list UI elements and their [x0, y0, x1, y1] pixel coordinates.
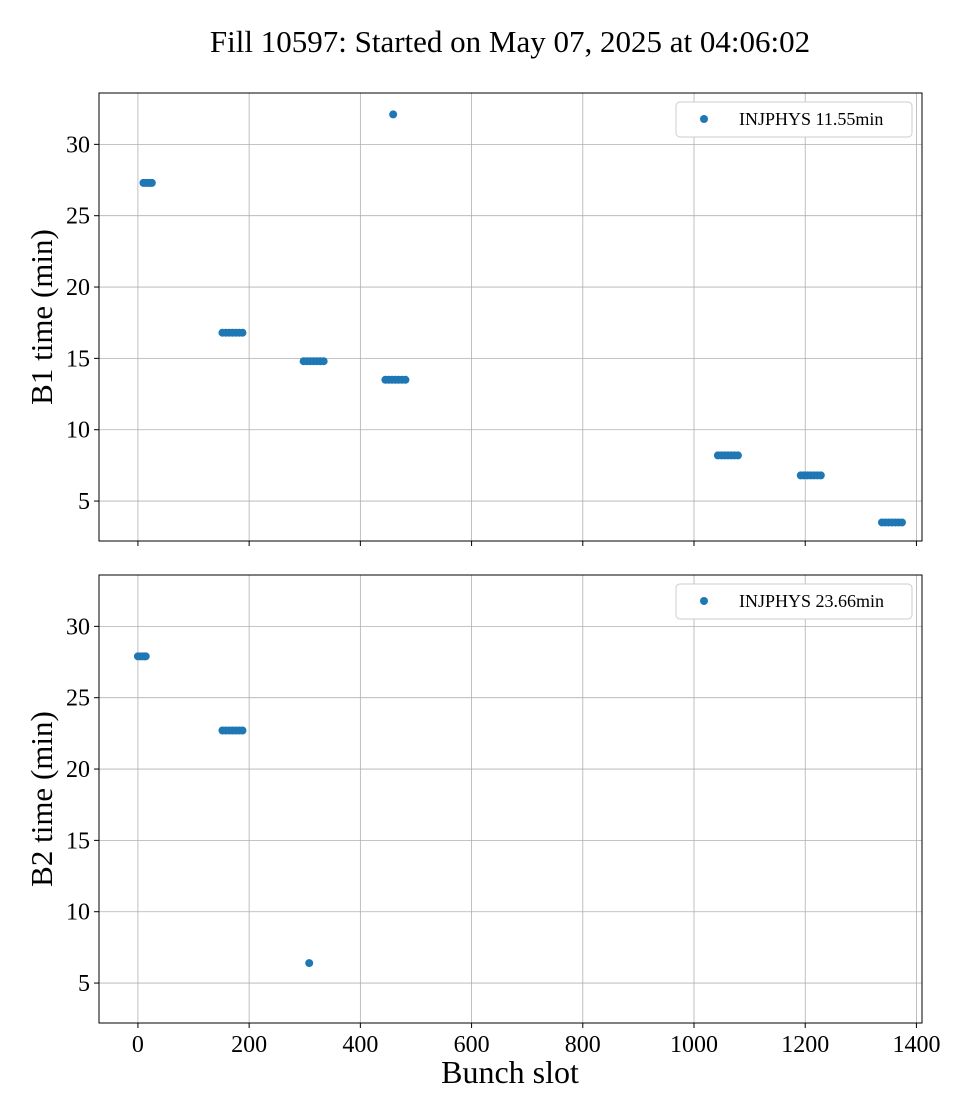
y-tick-label: 25 — [66, 686, 90, 712]
ticks-b1: 5 10 15 20 25 30 — [66, 132, 917, 546]
data-point — [816, 471, 825, 480]
x-tick-label: 800 — [565, 1032, 601, 1058]
y-tick-label: 10 — [66, 900, 90, 926]
chart-title: Fill 10597: Started on May 07, 2025 at 0… — [210, 24, 810, 59]
y-tick-label: 30 — [66, 614, 90, 640]
x-tick-label: 1200 — [781, 1032, 829, 1058]
data-point — [305, 959, 314, 968]
legend-box-b2 — [675, 583, 913, 620]
plot-frame-b2 — [98, 574, 923, 1024]
points-b1 — [139, 110, 906, 527]
legend-b1: INJPHYS 11.55min — [675, 101, 913, 138]
y-axis-label-b2: B2 time (min) — [24, 711, 59, 887]
y-tick-label: 5 — [78, 971, 90, 997]
legend-b2: INJPHYS 23.66min — [675, 583, 913, 620]
data-point — [238, 726, 247, 735]
x-tick-label: 200 — [231, 1032, 267, 1058]
data-point — [401, 375, 410, 384]
data-point — [733, 451, 742, 460]
data-point — [389, 110, 398, 119]
data-point — [238, 328, 247, 337]
x-tick-label: 400 — [342, 1032, 378, 1058]
y-tick-label: 30 — [66, 132, 90, 158]
legend-label-b2: INJPHYS 23.66min — [739, 591, 884, 611]
panel-b1: 5 10 15 20 25 30 B1 time (min) INJPHYS 11.55m… — [24, 92, 923, 546]
x-axis-label: Bunch slot — [441, 1054, 579, 1090]
y-tick-label: 15 — [66, 346, 90, 372]
x-tick-label: 600 — [454, 1032, 490, 1058]
grid-b1 — [99, 93, 922, 541]
x-tick-label: 0 — [132, 1032, 144, 1058]
ticks-b2: 0 200 400 600 800 1000 1200 1400 5 10 15 20 25 30 — [66, 614, 940, 1058]
points-b2 — [133, 652, 314, 968]
data-point — [141, 652, 150, 661]
plot-frame-b1 — [98, 92, 923, 542]
y-tick-label: 15 — [66, 828, 90, 854]
panel-b2: 0 200 400 600 800 1000 1200 1400 5 10 15 20 25 30 B2 … — [24, 574, 940, 1090]
legend-marker-b2 — [700, 597, 708, 605]
y-tick-label: 25 — [66, 204, 90, 230]
x-tick-label: 1400 — [892, 1032, 940, 1058]
legend-box-b1 — [675, 101, 913, 138]
y-tick-label: 10 — [66, 418, 90, 444]
grid-b2 — [99, 575, 922, 1023]
data-point — [147, 178, 156, 187]
legend-label-b1: INJPHYS 11.55min — [739, 109, 883, 129]
y-tick-label: 20 — [66, 275, 90, 301]
data-point — [897, 518, 906, 527]
y-tick-label: 5 — [78, 489, 90, 515]
legend-marker-b1 — [700, 115, 708, 123]
y-axis-label-b1: B1 time (min) — [24, 229, 59, 405]
data-point — [319, 357, 328, 366]
x-tick-label: 1000 — [670, 1032, 718, 1058]
y-tick-label: 20 — [66, 757, 90, 783]
